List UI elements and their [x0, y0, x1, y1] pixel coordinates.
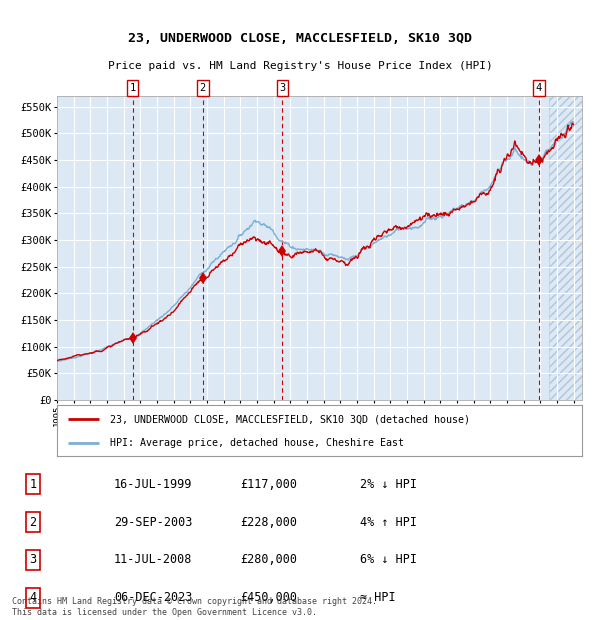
Text: £280,000: £280,000: [240, 554, 297, 567]
Text: 2: 2: [200, 83, 206, 93]
Text: 3: 3: [29, 554, 37, 567]
Text: 11-JUL-2008: 11-JUL-2008: [114, 554, 193, 567]
Text: Contains HM Land Registry data © Crown copyright and database right 2024.
This d: Contains HM Land Registry data © Crown c…: [12, 598, 377, 617]
Text: £117,000: £117,000: [240, 477, 297, 490]
Text: 4% ↑ HPI: 4% ↑ HPI: [360, 516, 417, 528]
Text: 29-SEP-2003: 29-SEP-2003: [114, 516, 193, 528]
Text: 16-JUL-1999: 16-JUL-1999: [114, 477, 193, 490]
Text: 23, UNDERWOOD CLOSE, MACCLESFIELD, SK10 3QD: 23, UNDERWOOD CLOSE, MACCLESFIELD, SK10 …: [128, 32, 472, 45]
Text: 3: 3: [280, 83, 286, 93]
Text: 2% ↓ HPI: 2% ↓ HPI: [360, 477, 417, 490]
Text: 06-DEC-2023: 06-DEC-2023: [114, 591, 193, 604]
Text: £228,000: £228,000: [240, 516, 297, 528]
Text: HPI: Average price, detached house, Cheshire East: HPI: Average price, detached house, Ches…: [110, 438, 404, 448]
Text: Price paid vs. HM Land Registry's House Price Index (HPI): Price paid vs. HM Land Registry's House …: [107, 61, 493, 71]
Text: 4: 4: [29, 591, 37, 604]
Text: 1: 1: [29, 477, 37, 490]
Text: 2: 2: [29, 516, 37, 528]
Text: ≈ HPI: ≈ HPI: [360, 591, 395, 604]
Text: 1: 1: [130, 83, 136, 93]
Text: 6% ↓ HPI: 6% ↓ HPI: [360, 554, 417, 567]
Text: 23, UNDERWOOD CLOSE, MACCLESFIELD, SK10 3QD (detached house): 23, UNDERWOOD CLOSE, MACCLESFIELD, SK10 …: [110, 414, 470, 424]
Text: 4: 4: [536, 83, 542, 93]
Text: £450,000: £450,000: [240, 591, 297, 604]
